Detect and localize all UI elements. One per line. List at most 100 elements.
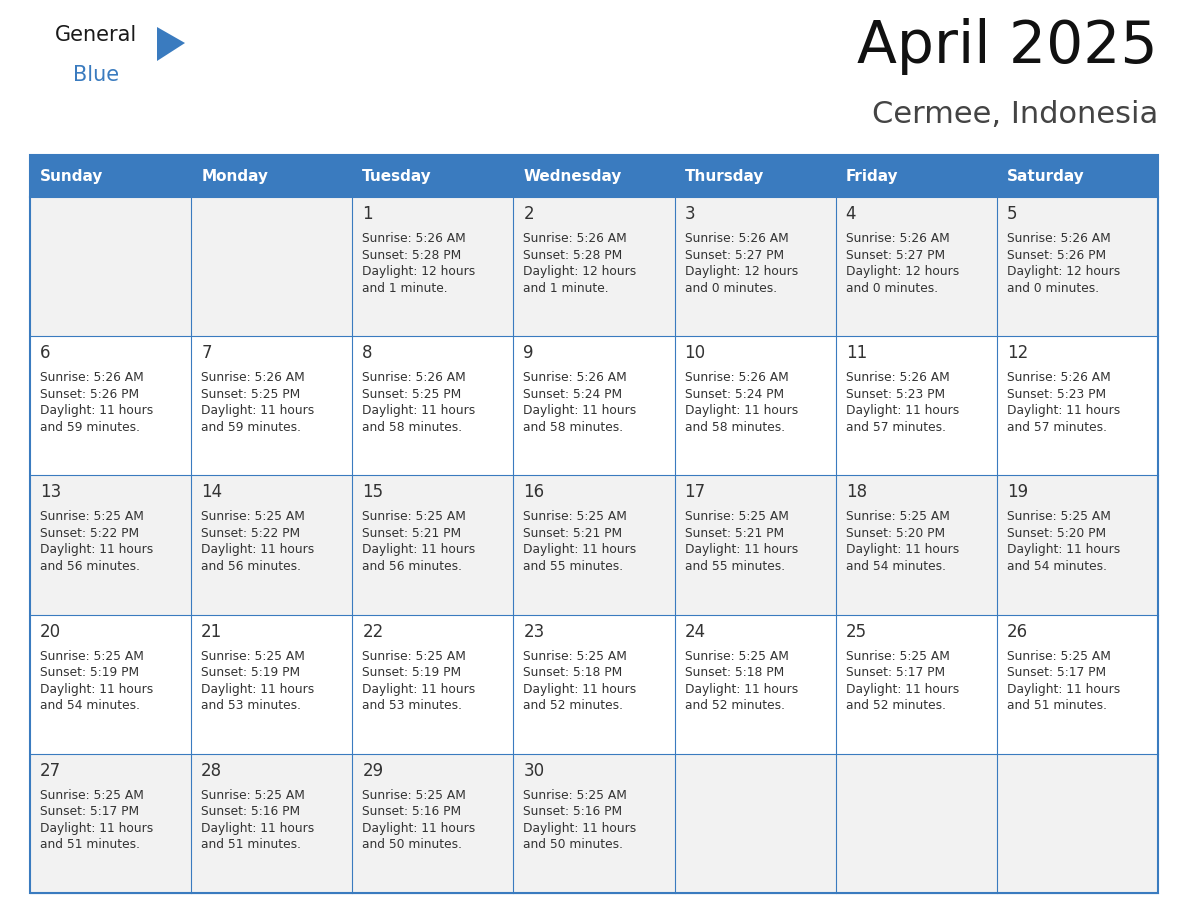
Text: Sunrise: 5:26 AM: Sunrise: 5:26 AM xyxy=(362,371,466,385)
Text: Friday: Friday xyxy=(846,169,898,184)
Text: Daylight: 12 hours: Daylight: 12 hours xyxy=(524,265,637,278)
Text: Sunrise: 5:26 AM: Sunrise: 5:26 AM xyxy=(201,371,305,385)
Text: Sunrise: 5:25 AM: Sunrise: 5:25 AM xyxy=(524,510,627,523)
Text: 2: 2 xyxy=(524,205,535,223)
Text: Daylight: 11 hours: Daylight: 11 hours xyxy=(201,543,315,556)
Text: 28: 28 xyxy=(201,762,222,779)
Text: General: General xyxy=(55,25,138,45)
Text: Daylight: 11 hours: Daylight: 11 hours xyxy=(201,683,315,696)
Text: Daylight: 11 hours: Daylight: 11 hours xyxy=(684,543,798,556)
Text: Daylight: 11 hours: Daylight: 11 hours xyxy=(40,543,153,556)
Text: Daylight: 11 hours: Daylight: 11 hours xyxy=(1007,404,1120,417)
Text: Sunrise: 5:26 AM: Sunrise: 5:26 AM xyxy=(524,232,627,245)
Text: and 50 minutes.: and 50 minutes. xyxy=(362,838,462,851)
Text: Sunrise: 5:25 AM: Sunrise: 5:25 AM xyxy=(524,650,627,663)
Text: Sunday: Sunday xyxy=(40,169,103,184)
Text: and 52 minutes.: and 52 minutes. xyxy=(846,700,946,712)
Text: Sunrise: 5:25 AM: Sunrise: 5:25 AM xyxy=(684,510,789,523)
Text: and 58 minutes.: and 58 minutes. xyxy=(684,420,785,433)
Text: 21: 21 xyxy=(201,622,222,641)
Text: Daylight: 11 hours: Daylight: 11 hours xyxy=(524,683,637,696)
Text: Sunrise: 5:26 AM: Sunrise: 5:26 AM xyxy=(362,232,466,245)
Text: Sunset: 5:25 PM: Sunset: 5:25 PM xyxy=(362,387,461,400)
Text: and 0 minutes.: and 0 minutes. xyxy=(846,282,937,295)
Text: Daylight: 11 hours: Daylight: 11 hours xyxy=(846,404,959,417)
Text: and 56 minutes.: and 56 minutes. xyxy=(362,560,462,573)
Text: and 1 minute.: and 1 minute. xyxy=(524,282,609,295)
Text: Sunset: 5:19 PM: Sunset: 5:19 PM xyxy=(201,666,301,679)
Text: Sunset: 5:23 PM: Sunset: 5:23 PM xyxy=(1007,387,1106,400)
Text: Sunset: 5:28 PM: Sunset: 5:28 PM xyxy=(524,249,623,262)
Text: Sunrise: 5:25 AM: Sunrise: 5:25 AM xyxy=(201,510,305,523)
Bar xyxy=(30,155,1158,197)
Text: Sunset: 5:21 PM: Sunset: 5:21 PM xyxy=(684,527,784,540)
Text: Daylight: 11 hours: Daylight: 11 hours xyxy=(846,683,959,696)
Text: 14: 14 xyxy=(201,484,222,501)
Text: Sunset: 5:17 PM: Sunset: 5:17 PM xyxy=(40,805,139,818)
Bar xyxy=(30,614,1158,754)
Text: 20: 20 xyxy=(40,622,61,641)
Text: Sunrise: 5:25 AM: Sunrise: 5:25 AM xyxy=(362,650,466,663)
Text: Sunset: 5:20 PM: Sunset: 5:20 PM xyxy=(1007,527,1106,540)
Text: Sunset: 5:27 PM: Sunset: 5:27 PM xyxy=(846,249,944,262)
Text: 12: 12 xyxy=(1007,344,1028,363)
Text: Sunset: 5:25 PM: Sunset: 5:25 PM xyxy=(201,387,301,400)
Text: Sunset: 5:16 PM: Sunset: 5:16 PM xyxy=(524,805,623,818)
Text: Daylight: 12 hours: Daylight: 12 hours xyxy=(684,265,798,278)
Text: and 56 minutes.: and 56 minutes. xyxy=(201,560,301,573)
Text: and 56 minutes.: and 56 minutes. xyxy=(40,560,140,573)
Text: 10: 10 xyxy=(684,344,706,363)
Text: Sunrise: 5:26 AM: Sunrise: 5:26 AM xyxy=(846,371,949,385)
Text: Daylight: 11 hours: Daylight: 11 hours xyxy=(1007,543,1120,556)
Text: Sunset: 5:26 PM: Sunset: 5:26 PM xyxy=(40,387,139,400)
Text: Daylight: 11 hours: Daylight: 11 hours xyxy=(201,404,315,417)
Text: Sunrise: 5:26 AM: Sunrise: 5:26 AM xyxy=(846,232,949,245)
Text: 15: 15 xyxy=(362,484,384,501)
Text: Sunset: 5:20 PM: Sunset: 5:20 PM xyxy=(846,527,944,540)
Text: Sunrise: 5:25 AM: Sunrise: 5:25 AM xyxy=(362,510,466,523)
Text: 3: 3 xyxy=(684,205,695,223)
Text: and 59 minutes.: and 59 minutes. xyxy=(40,420,140,433)
Text: and 54 minutes.: and 54 minutes. xyxy=(40,700,140,712)
Text: Sunset: 5:17 PM: Sunset: 5:17 PM xyxy=(1007,666,1106,679)
Text: 30: 30 xyxy=(524,762,544,779)
Text: Sunset: 5:19 PM: Sunset: 5:19 PM xyxy=(40,666,139,679)
Text: Daylight: 12 hours: Daylight: 12 hours xyxy=(846,265,959,278)
Text: Daylight: 11 hours: Daylight: 11 hours xyxy=(201,822,315,834)
Text: Daylight: 11 hours: Daylight: 11 hours xyxy=(524,404,637,417)
Text: 27: 27 xyxy=(40,762,61,779)
Text: Sunset: 5:23 PM: Sunset: 5:23 PM xyxy=(846,387,944,400)
Text: 13: 13 xyxy=(40,484,62,501)
Text: Blue: Blue xyxy=(72,65,119,85)
Text: 24: 24 xyxy=(684,622,706,641)
Text: and 0 minutes.: and 0 minutes. xyxy=(1007,282,1099,295)
Text: 17: 17 xyxy=(684,484,706,501)
Text: Daylight: 11 hours: Daylight: 11 hours xyxy=(362,404,475,417)
Text: Daylight: 11 hours: Daylight: 11 hours xyxy=(524,822,637,834)
Text: and 59 minutes.: and 59 minutes. xyxy=(201,420,301,433)
Text: Daylight: 11 hours: Daylight: 11 hours xyxy=(362,543,475,556)
Text: Cermee, Indonesia: Cermee, Indonesia xyxy=(872,100,1158,129)
Text: Sunrise: 5:25 AM: Sunrise: 5:25 AM xyxy=(846,650,949,663)
Text: and 51 minutes.: and 51 minutes. xyxy=(40,838,140,851)
Text: 26: 26 xyxy=(1007,622,1028,641)
Text: 7: 7 xyxy=(201,344,211,363)
Text: Sunset: 5:18 PM: Sunset: 5:18 PM xyxy=(684,666,784,679)
Text: and 57 minutes.: and 57 minutes. xyxy=(1007,420,1107,433)
Text: Sunrise: 5:25 AM: Sunrise: 5:25 AM xyxy=(362,789,466,801)
Text: Sunrise: 5:25 AM: Sunrise: 5:25 AM xyxy=(201,650,305,663)
Text: and 53 minutes.: and 53 minutes. xyxy=(362,700,462,712)
Text: Sunset: 5:22 PM: Sunset: 5:22 PM xyxy=(201,527,301,540)
Text: and 52 minutes.: and 52 minutes. xyxy=(524,700,624,712)
Text: Sunrise: 5:25 AM: Sunrise: 5:25 AM xyxy=(40,510,144,523)
Text: Sunset: 5:24 PM: Sunset: 5:24 PM xyxy=(524,387,623,400)
Text: Daylight: 11 hours: Daylight: 11 hours xyxy=(684,683,798,696)
Text: Daylight: 12 hours: Daylight: 12 hours xyxy=(1007,265,1120,278)
Text: and 58 minutes.: and 58 minutes. xyxy=(524,420,624,433)
Text: Daylight: 11 hours: Daylight: 11 hours xyxy=(1007,683,1120,696)
Text: and 53 minutes.: and 53 minutes. xyxy=(201,700,301,712)
Text: 22: 22 xyxy=(362,622,384,641)
Bar xyxy=(30,336,1158,476)
Text: 5: 5 xyxy=(1007,205,1017,223)
Text: April 2025: April 2025 xyxy=(858,18,1158,75)
